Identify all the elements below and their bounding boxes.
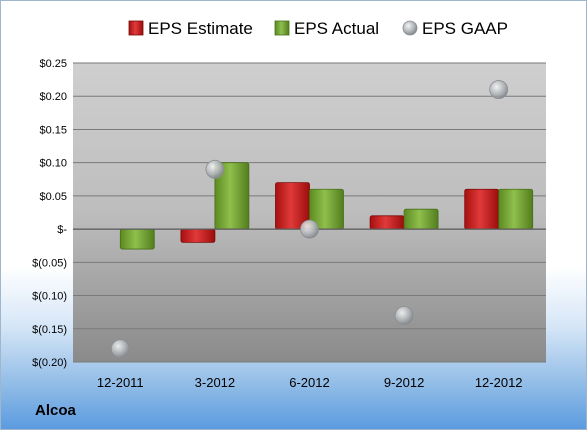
estimate-bar [464,188,500,230]
gaap-point [205,159,225,179]
x-tick-label: 3-2012 [195,375,235,390]
y-tick-label: $0.15 [39,124,67,136]
y-tick-label: $0.20 [39,91,67,103]
y-tick-label: $(0.15) [32,324,67,336]
y-tick-label: $(0.05) [32,257,67,269]
company-label: Alcoa [35,402,76,419]
y-tick-label: $- [57,224,67,236]
actual-bar [403,208,439,230]
legend-gaap-swatch [402,20,418,36]
gaap-point [489,80,509,99]
gaap-point [110,339,130,359]
y-tick-label: $(0.20) [32,357,67,369]
actual-bar [498,188,534,230]
legend-estimate-label: EPS Estimate [148,19,253,38]
y-tick-label: $0.25 [39,58,67,70]
legend-gaap-label: EPS GAAP [422,19,508,38]
x-tick-label: 12-2011 [97,375,144,390]
estimate-bar [369,215,405,230]
bars [119,162,534,250]
x-tick-label: 6-2012 [289,375,329,390]
actual-bar [119,228,155,250]
gaap-points [110,80,509,359]
x-tick-label: 9-2012 [384,375,424,390]
gaap-point [300,219,319,239]
gaap-point [394,306,414,325]
legend-estimate-swatch [128,20,144,36]
y-tick-label: $0.10 [39,158,67,170]
x-tick-label: 12-2012 [475,375,523,390]
legend-actual-label: EPS Actual [294,19,379,38]
legend: EPS Estimate EPS Actual EPS GAAP [128,19,508,38]
estimate-bar [180,228,216,243]
y-axis-ticks: $0.25 $0.20 $0.15 $0.10 $0.05 $- $(0.05) $(0.10… [32,58,67,369]
legend-actual-swatch [274,20,290,36]
x-axis-labels: 12-2011 3-2012 6-2012 9-2012 12-2012 [97,375,523,390]
y-tick-label: $0.05 [39,191,67,203]
y-tick-label: $(0.10) [32,291,67,303]
